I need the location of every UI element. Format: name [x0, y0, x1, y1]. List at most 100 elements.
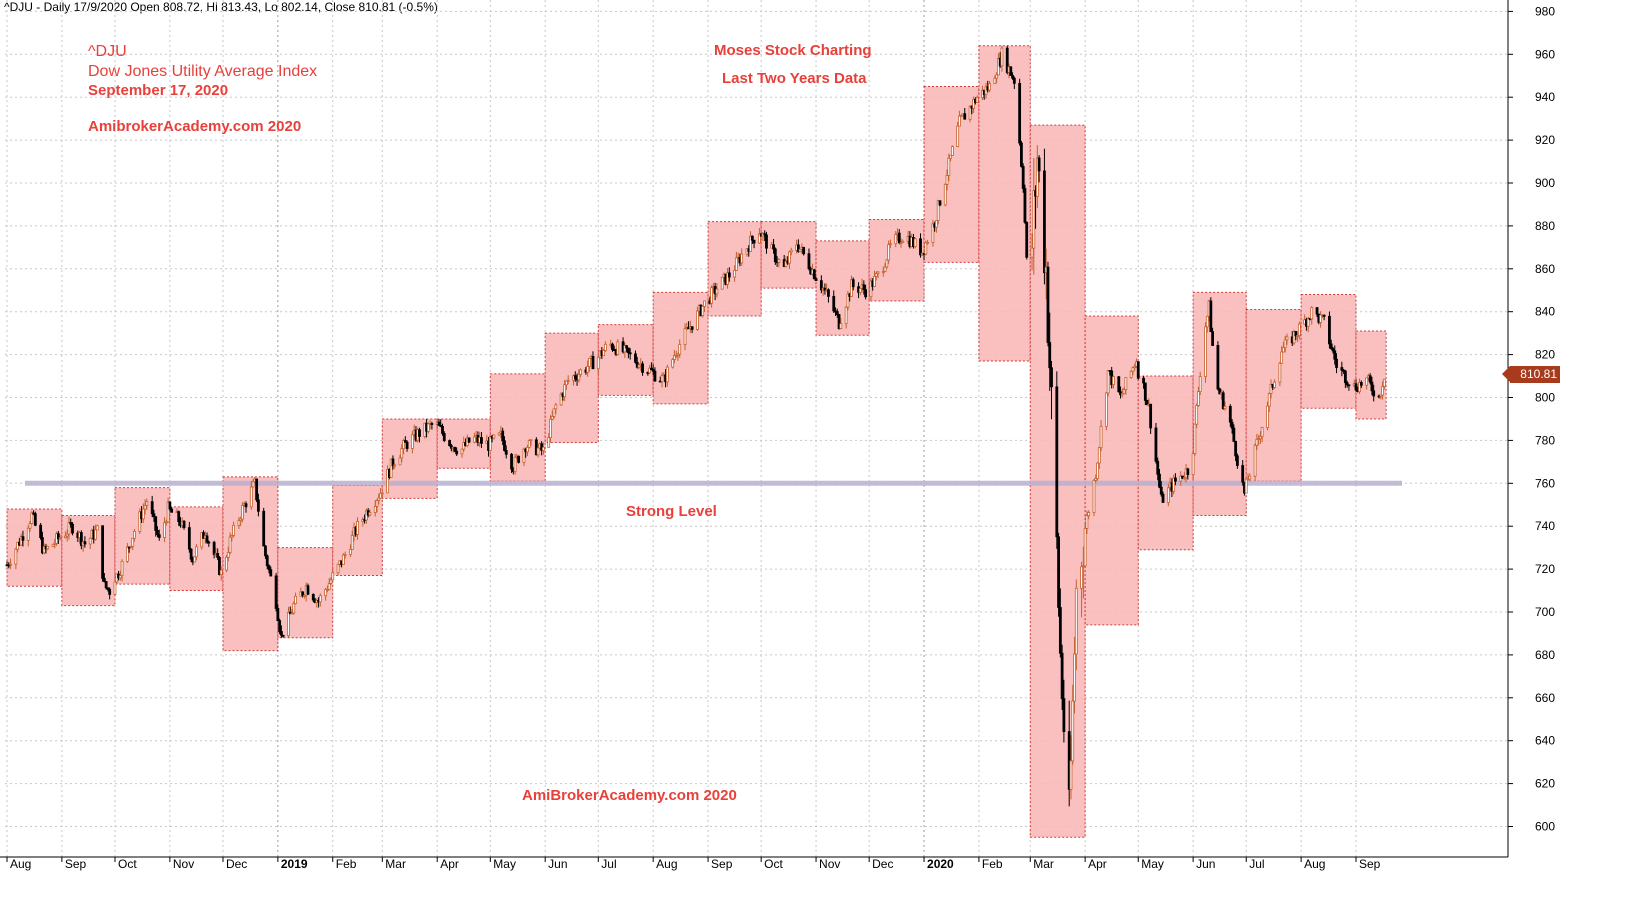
candle-body: [1172, 477, 1176, 492]
candle-body: [497, 432, 501, 436]
month-range-box: [489, 373, 546, 482]
candle-body: [1322, 314, 1326, 317]
candle-body: [798, 248, 802, 252]
candle-body: [650, 367, 653, 371]
candle-body: [1257, 438, 1261, 440]
candle-body: [274, 575, 278, 609]
candle-body: [200, 532, 204, 548]
candle-body: [945, 175, 949, 185]
candle-body: [901, 240, 905, 243]
candle-body: [1333, 350, 1337, 360]
candle-body: [1009, 66, 1013, 76]
candle-body: [734, 257, 738, 271]
candle-body: [1073, 653, 1076, 702]
candle-body: [660, 375, 664, 382]
month-range-box: [978, 45, 1031, 362]
candle-body: [341, 554, 345, 565]
y-tick-label: 860: [1535, 262, 1555, 276]
candle-body: [858, 288, 862, 293]
candle-body: [426, 423, 430, 432]
candle-body: [168, 501, 172, 510]
candle-body: [1269, 384, 1273, 394]
candle-body: [513, 456, 517, 473]
candle-body: [1005, 47, 1009, 73]
candle-body: [710, 287, 713, 304]
candle-body: [529, 439, 533, 442]
candle-body: [1071, 700, 1075, 762]
candle-body: [331, 572, 335, 581]
candle-body: [219, 569, 223, 575]
candle-body: [913, 238, 917, 247]
candle-body: [1083, 528, 1087, 567]
candle-body: [1329, 343, 1333, 349]
candle-body: [715, 288, 719, 295]
candle-body: [226, 552, 230, 558]
candle-body: [108, 588, 112, 595]
candle-body: [1209, 300, 1213, 333]
candle-body: [1112, 376, 1115, 386]
candle-body: [156, 530, 159, 536]
x-tick-label: Jul: [1249, 857, 1264, 871]
candle-body: [653, 370, 657, 382]
candle-body: [1060, 652, 1064, 699]
candle-body: [1018, 82, 1022, 144]
candle-body: [290, 612, 294, 615]
candle-body: [343, 554, 347, 556]
month-range-box: [544, 332, 599, 444]
candle-body: [763, 233, 767, 236]
candle-body: [566, 379, 570, 382]
candle-body: [812, 269, 816, 280]
candle-body: [501, 430, 505, 442]
y-tick-label: 740: [1535, 519, 1555, 533]
candle-body: [536, 447, 540, 456]
candle-body: [152, 513, 156, 518]
candle-body: [177, 511, 181, 523]
y-tick-label: 940: [1535, 90, 1555, 104]
candle-body: [1142, 377, 1145, 384]
candle-body: [1223, 405, 1227, 409]
y-tick-label: 680: [1535, 648, 1555, 662]
x-tick-label: Jun: [548, 857, 567, 871]
candle-body: [839, 323, 843, 329]
x-tick-label: Nov: [819, 857, 840, 871]
candle-body: [53, 542, 57, 545]
candle-body: [14, 548, 18, 565]
candle-body: [1195, 405, 1199, 425]
candle-body: [143, 504, 147, 510]
x-tick-label: Dec: [872, 857, 893, 871]
candle-body: [1331, 348, 1335, 352]
candle-body: [411, 434, 414, 449]
y-tick-label: 880: [1535, 219, 1555, 233]
candle-body: [1158, 473, 1161, 488]
y-tick-label: 780: [1535, 433, 1555, 447]
candle-body: [225, 556, 228, 571]
candle-body: [30, 512, 34, 525]
candle-body: [958, 115, 961, 127]
candle-body: [1248, 475, 1252, 480]
x-tick-label: 2019: [281, 857, 308, 871]
candle-body: [120, 560, 124, 576]
candle-body: [1050, 367, 1053, 388]
x-tick-label: Mar: [1033, 857, 1054, 871]
candle-body: [1343, 370, 1347, 384]
axes: 600 620 640 660 680 700 720 740 760 780 800 820 840 8…: [0, 0, 1555, 871]
candle-body: [1035, 157, 1039, 197]
candle-body: [145, 501, 149, 506]
candle-body: [651, 369, 655, 372]
candle-body: [1145, 400, 1149, 406]
candle-body: [1359, 382, 1363, 386]
candle-body: [391, 458, 395, 467]
candle-body: [1285, 336, 1289, 341]
candle-body: [1368, 375, 1372, 383]
candle-body: [389, 458, 393, 478]
candle-body: [356, 521, 359, 535]
candle-body: [237, 520, 241, 526]
candle-body: [876, 271, 880, 275]
candle-body: [522, 448, 526, 463]
candle-body: [850, 279, 853, 297]
candle-body: [926, 242, 929, 244]
candle-body: [393, 464, 397, 467]
candle-body: [1020, 142, 1023, 167]
candle-body: [349, 549, 352, 555]
